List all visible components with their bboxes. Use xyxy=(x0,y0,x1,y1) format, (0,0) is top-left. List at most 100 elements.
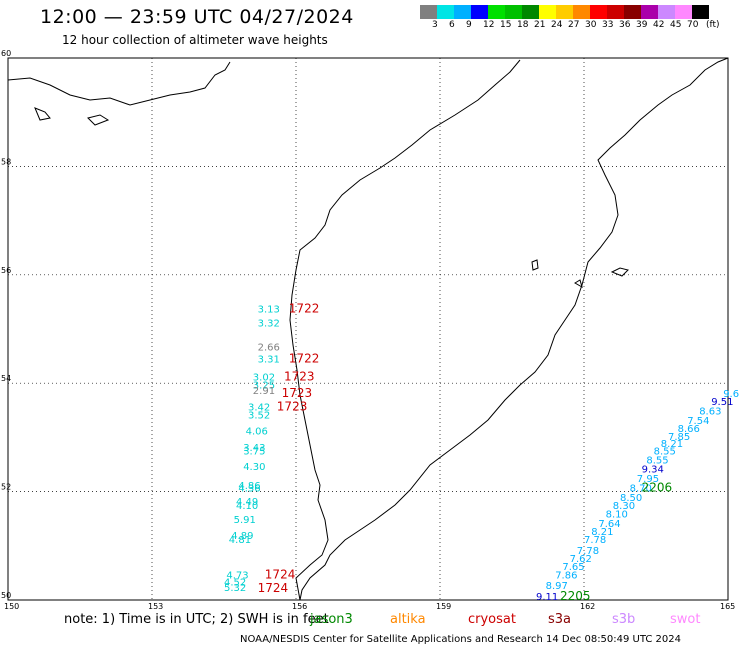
legend-label: 15 xyxy=(500,20,512,30)
swh-label: 3.43 xyxy=(243,443,265,454)
credit-line: NOAA/NESDIS Center for Satellite Applica… xyxy=(240,634,682,645)
legend-swatch xyxy=(556,5,573,19)
swh-label: 4.36 xyxy=(238,484,260,495)
swh-label: 7.54 xyxy=(687,416,709,427)
legend-label: 6 xyxy=(449,20,455,30)
time-label: 1723 xyxy=(282,386,313,400)
swh-label: 3.25 xyxy=(253,381,275,392)
swh-label: 3.52 xyxy=(248,410,270,421)
swh-label: 3.13 xyxy=(258,305,280,316)
legend-swatches xyxy=(420,5,709,19)
swh-label: 8.30 xyxy=(613,501,635,512)
swh-label: 4.86 xyxy=(238,481,260,492)
legend-swatch xyxy=(539,5,556,19)
footer-note: note: 1) Time is in UTC; 2) SWH is in fe… xyxy=(64,612,329,627)
lon-tick-label: 150 xyxy=(4,602,19,611)
kamchatka-coast xyxy=(299,57,729,601)
swh-label: 4.81 xyxy=(229,535,251,546)
swh-label: 7.95 xyxy=(637,474,659,485)
time-label: 1723 xyxy=(284,369,315,383)
swh-label: 3.75 xyxy=(243,447,265,458)
lon-tick-label: 153 xyxy=(148,602,163,611)
legend-swatch xyxy=(675,5,692,19)
legend-label: 30 xyxy=(585,20,597,30)
legend-label: 27 xyxy=(568,20,580,30)
time-label: 1724 xyxy=(265,567,296,581)
swh-label: 8.70 xyxy=(630,484,652,495)
time-label: 2205 xyxy=(560,589,591,603)
swh-label: 8.97 xyxy=(546,581,568,592)
legend-label: 45 xyxy=(670,20,682,30)
swh-label: 8.21 xyxy=(661,439,683,450)
kamchatka-west-coast xyxy=(289,59,521,601)
satellite-swot: swot xyxy=(670,612,701,627)
page-subtitle: 12 hour collection of altimeter wave hei… xyxy=(62,33,328,47)
time-label: 2206 xyxy=(642,481,673,495)
swh-label: 4.10 xyxy=(236,501,258,512)
legend-swatch xyxy=(471,5,488,19)
swh-label: 4.30 xyxy=(243,462,265,473)
satellite-s3b: s3b xyxy=(612,612,636,627)
swh-label: 3.31 xyxy=(258,355,280,366)
swh-label: 7.65 xyxy=(562,562,584,573)
coastline xyxy=(7,57,729,601)
swh-label: 3.02 xyxy=(253,372,275,383)
legend-swatch xyxy=(590,5,607,19)
axis-labels: 150 153 156 159 162 165 60 58 56 54 52 50 xyxy=(1,49,735,611)
legend-label: 12 xyxy=(483,20,495,30)
swh-label: 8.21 xyxy=(591,527,613,538)
island-2 xyxy=(87,114,110,126)
lat-tick-label: 50 xyxy=(1,591,11,600)
legend-labels: 3 6 9 12 15 18 21 24 27 30 33 36 39 42 45 70 (ft) xyxy=(420,19,720,33)
legend-label: 42 xyxy=(653,20,665,30)
swh-label: 8.63 xyxy=(699,407,721,418)
satellite-cryosat: cryosat xyxy=(468,612,516,627)
satellite-jason3: jason3 xyxy=(310,612,353,627)
swh-label: 4.06 xyxy=(246,427,268,438)
lat-tick-label: 58 xyxy=(1,157,11,166)
swh-label: 9.6 xyxy=(723,389,739,400)
time-label: 1724 xyxy=(258,581,289,595)
lat-tick-label: 54 xyxy=(1,374,11,383)
legend-swatch xyxy=(454,5,471,19)
swh-label: 9.34 xyxy=(642,465,664,476)
legend-label: 39 xyxy=(636,20,648,30)
lon-tick-label: 156 xyxy=(292,602,307,611)
lon-tick-label: 162 xyxy=(580,602,595,611)
legend-swatch xyxy=(641,5,658,19)
swh-label: 8.10 xyxy=(606,510,628,521)
legend-label: 24 xyxy=(551,20,563,30)
west-track: 3.13 3.32 2.663.31 3.023.252.91 3.423.52 4.06… xyxy=(224,302,319,595)
east-track: 9.118.977.867.657.627.787.788.217.648.10… xyxy=(536,389,739,603)
swh-label: 8.66 xyxy=(678,424,700,435)
okhotsk-north-coast xyxy=(7,61,231,106)
legend-label: 21 xyxy=(534,20,546,30)
grid-lines xyxy=(7,57,729,601)
swh-label: 7.86 xyxy=(555,570,577,581)
satellite-altika: altika xyxy=(390,612,426,627)
legend-swatch xyxy=(488,5,505,19)
swh-label: 7.85 xyxy=(668,432,690,443)
swh-label: 4.52 xyxy=(224,577,246,588)
swh-label: 2.91 xyxy=(253,386,275,397)
legend-unit: (ft) xyxy=(706,20,720,30)
lat-tick-label: 60 xyxy=(1,49,11,58)
satellite-s3a: s3a xyxy=(548,612,572,627)
legend-swatch xyxy=(420,5,437,19)
legend-swatch xyxy=(624,5,641,19)
swh-label: 5.91 xyxy=(234,515,256,526)
island-1 xyxy=(34,107,51,121)
swh-label: 9.51 xyxy=(711,397,733,408)
swh-label: 7.78 xyxy=(584,535,606,546)
legend-label: 70 xyxy=(687,20,699,30)
legend-swatch xyxy=(607,5,624,19)
swh-label: 7.78 xyxy=(577,546,599,557)
swh-label: 7.64 xyxy=(598,519,620,530)
swh-label: 3.42 xyxy=(248,402,270,413)
legend-label: 18 xyxy=(517,20,529,30)
swh-label: 8.55 xyxy=(646,455,668,466)
legend-swatch xyxy=(505,5,522,19)
swh-label: 3.32 xyxy=(258,318,280,329)
lon-tick-label: 159 xyxy=(436,602,451,611)
